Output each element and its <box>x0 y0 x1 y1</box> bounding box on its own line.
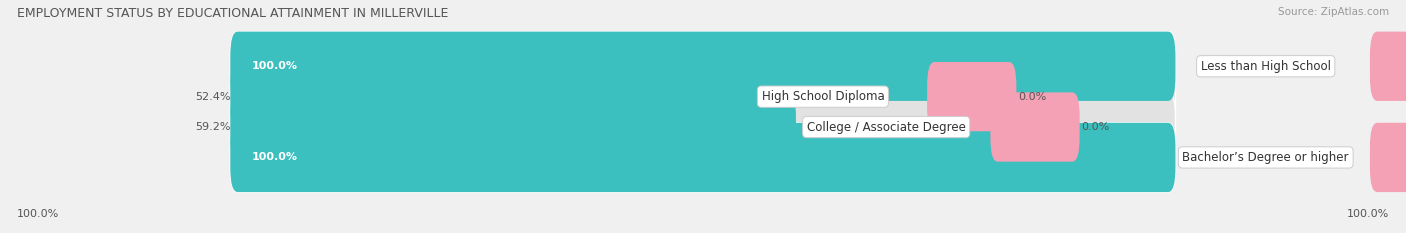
FancyBboxPatch shape <box>231 93 796 162</box>
FancyBboxPatch shape <box>1369 32 1406 101</box>
FancyBboxPatch shape <box>231 32 1175 101</box>
FancyBboxPatch shape <box>231 93 1175 162</box>
Text: High School Diploma: High School Diploma <box>762 90 884 103</box>
Text: 100.0%: 100.0% <box>17 209 59 219</box>
FancyBboxPatch shape <box>231 62 733 131</box>
Text: 100.0%: 100.0% <box>252 152 298 162</box>
FancyBboxPatch shape <box>231 123 1175 192</box>
FancyBboxPatch shape <box>231 123 1175 192</box>
Text: EMPLOYMENT STATUS BY EDUCATIONAL ATTAINMENT IN MILLERVILLE: EMPLOYMENT STATUS BY EDUCATIONAL ATTAINM… <box>17 7 449 20</box>
FancyBboxPatch shape <box>1369 123 1406 192</box>
Text: Source: ZipAtlas.com: Source: ZipAtlas.com <box>1278 7 1389 17</box>
FancyBboxPatch shape <box>231 62 1175 131</box>
Text: Bachelor’s Degree or higher: Bachelor’s Degree or higher <box>1182 151 1348 164</box>
FancyBboxPatch shape <box>990 93 1080 162</box>
Text: 100.0%: 100.0% <box>252 61 298 71</box>
FancyBboxPatch shape <box>927 62 1017 131</box>
Text: Less than High School: Less than High School <box>1201 60 1330 73</box>
FancyBboxPatch shape <box>231 32 1175 101</box>
Text: College / Associate Degree: College / Associate Degree <box>807 120 966 134</box>
Text: 0.0%: 0.0% <box>1081 122 1109 132</box>
Text: 52.4%: 52.4% <box>195 92 231 102</box>
Text: 59.2%: 59.2% <box>195 122 231 132</box>
Text: 100.0%: 100.0% <box>1347 209 1389 219</box>
Text: 0.0%: 0.0% <box>1018 92 1046 102</box>
